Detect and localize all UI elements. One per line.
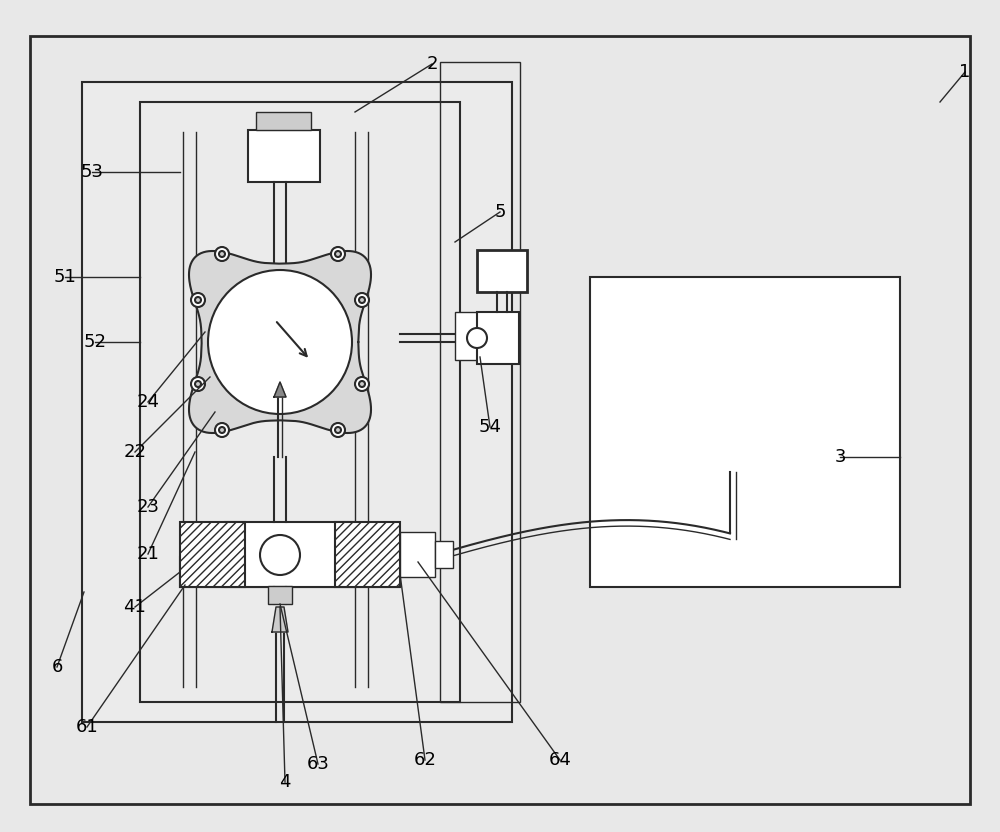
Bar: [335, 522, 400, 587]
Text: 22: 22: [124, 443, 146, 461]
Bar: [256, 112, 311, 130]
Text: 4: 4: [279, 773, 291, 791]
Text: 23: 23: [136, 498, 160, 516]
Circle shape: [219, 251, 225, 257]
Bar: [268, 586, 292, 604]
Text: 54: 54: [479, 418, 502, 436]
Polygon shape: [189, 251, 371, 433]
Text: 53: 53: [80, 163, 104, 181]
Bar: [225, 522, 355, 587]
Circle shape: [208, 270, 352, 414]
Text: 51: 51: [54, 268, 76, 286]
Circle shape: [359, 381, 365, 387]
Bar: [477, 312, 519, 364]
Circle shape: [215, 423, 229, 437]
Text: 2: 2: [426, 55, 438, 73]
Text: 1: 1: [959, 63, 971, 81]
Circle shape: [191, 377, 205, 391]
Bar: [590, 277, 900, 587]
Circle shape: [191, 293, 205, 307]
Text: 61: 61: [76, 718, 98, 736]
Bar: [82, 82, 512, 722]
Text: 64: 64: [549, 751, 571, 769]
Circle shape: [355, 293, 369, 307]
Circle shape: [467, 328, 487, 348]
Bar: [455, 312, 477, 360]
Circle shape: [359, 297, 365, 303]
Circle shape: [335, 251, 341, 257]
Bar: [477, 250, 527, 292]
Text: 6: 6: [51, 658, 63, 676]
Circle shape: [215, 247, 229, 261]
Circle shape: [331, 423, 345, 437]
Polygon shape: [272, 607, 288, 632]
Text: 63: 63: [307, 755, 329, 773]
Circle shape: [331, 247, 345, 261]
Text: 41: 41: [124, 598, 146, 616]
Text: 62: 62: [414, 751, 436, 769]
Polygon shape: [274, 382, 286, 397]
Bar: [140, 102, 460, 702]
Circle shape: [195, 381, 201, 387]
Text: 52: 52: [84, 333, 106, 351]
Bar: [440, 62, 520, 702]
Text: 24: 24: [136, 393, 160, 411]
Circle shape: [195, 297, 201, 303]
Circle shape: [260, 535, 300, 575]
Text: 3: 3: [834, 448, 846, 466]
Circle shape: [335, 427, 341, 433]
Bar: [180, 522, 245, 587]
Circle shape: [219, 427, 225, 433]
Bar: [435, 541, 453, 568]
Bar: [180, 557, 400, 587]
Text: 21: 21: [137, 545, 159, 563]
Text: 5: 5: [494, 203, 506, 221]
Bar: [248, 130, 320, 182]
Bar: [400, 532, 435, 577]
Circle shape: [355, 377, 369, 391]
